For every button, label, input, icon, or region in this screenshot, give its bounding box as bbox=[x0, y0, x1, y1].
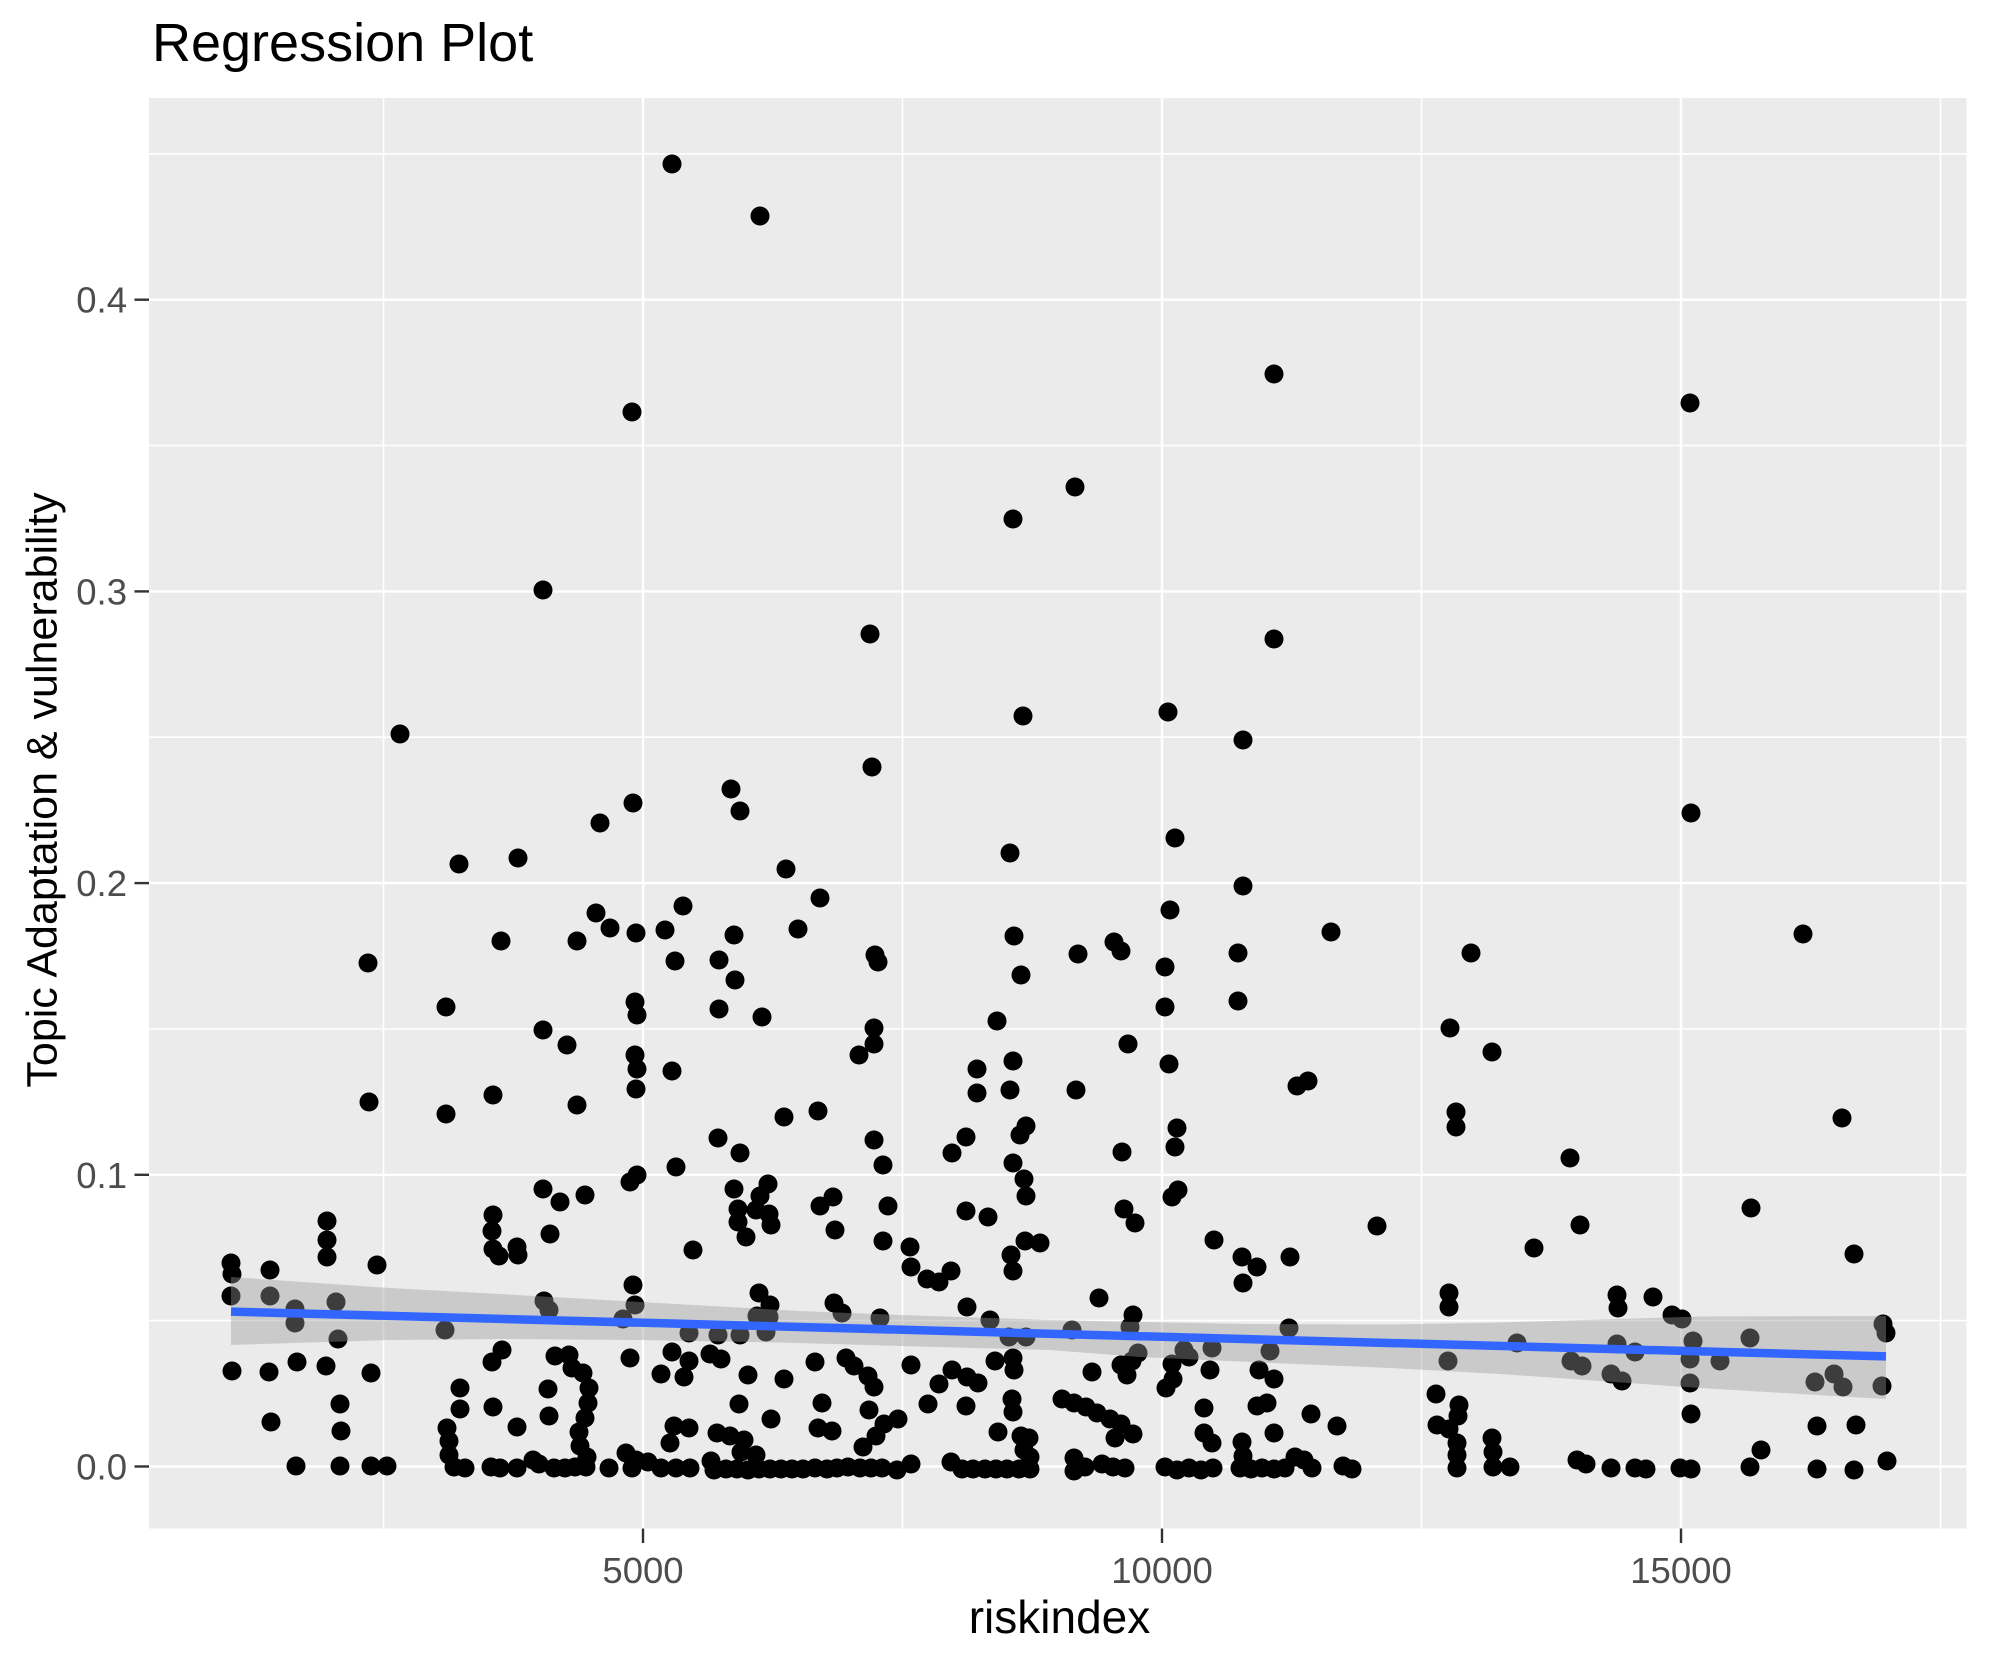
svg-text:Topic Adaptation & vulnerabili: Topic Adaptation & vulnerability bbox=[19, 492, 67, 1088]
svg-text:5000: 5000 bbox=[602, 1550, 683, 1591]
svg-text:10000: 10000 bbox=[1111, 1550, 1213, 1591]
svg-text:0.1: 0.1 bbox=[76, 1155, 127, 1196]
svg-text:0.0: 0.0 bbox=[76, 1447, 127, 1488]
svg-text:0.2: 0.2 bbox=[76, 863, 127, 904]
svg-text:15000: 15000 bbox=[1630, 1550, 1732, 1591]
svg-text:0.3: 0.3 bbox=[76, 571, 127, 612]
svg-text:riskindex: riskindex bbox=[969, 1591, 1151, 1643]
svg-text:Regression Plot: Regression Plot bbox=[152, 13, 533, 73]
svg-text:0.4: 0.4 bbox=[76, 280, 127, 321]
